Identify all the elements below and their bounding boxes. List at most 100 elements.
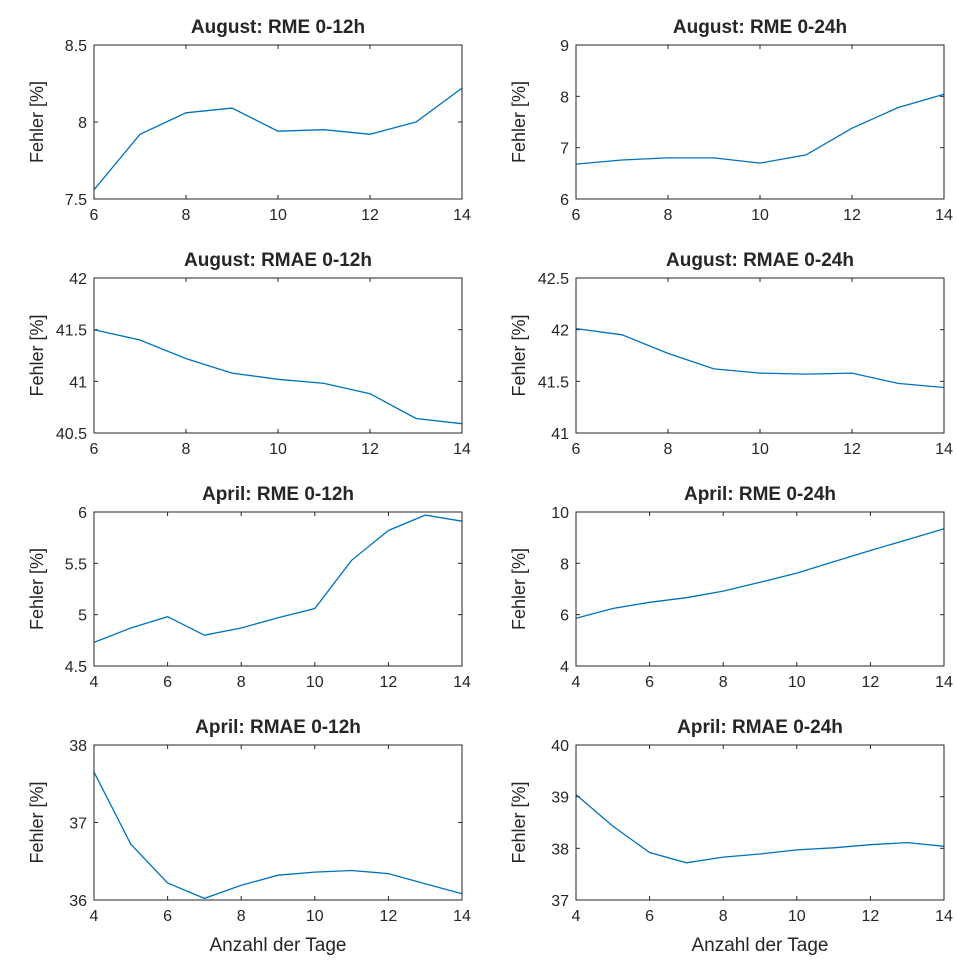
axes-frame [575, 744, 945, 901]
x-tick-label: 10 [269, 207, 287, 224]
x-tick-label: 10 [751, 441, 769, 458]
x-tick-label: 8 [237, 908, 246, 925]
axes-frame [93, 44, 463, 200]
x-tick-label: 6 [645, 674, 654, 691]
x-tick-label: 14 [935, 674, 953, 691]
x-tick-label: 12 [843, 441, 861, 458]
y-tick-label: 40 [551, 738, 569, 755]
x-tick-label: 10 [788, 674, 806, 691]
y-tick-label: 8 [560, 89, 569, 106]
x-tick-label: 10 [788, 908, 806, 925]
axes-frame [93, 744, 463, 901]
series-line [575, 327, 945, 389]
y-tick-label: 10 [551, 505, 569, 522]
series-line [575, 93, 945, 165]
x-axis-label: Anzahl der Tage [210, 935, 347, 956]
x-tick-label: 12 [361, 207, 379, 224]
subplot-4: August: RMAE 0-24h 6 8 10 12 14 41 41.5 42 42.5 Fe… [509, 250, 953, 458]
x-tick-label: 4 [572, 674, 581, 691]
x-tick-label: 14 [935, 908, 953, 925]
y-tick-label: 41.5 [56, 323, 87, 340]
x-tick-label: 12 [862, 674, 880, 691]
x-tick-label: 6 [572, 441, 581, 458]
y-axis-label: Fehler [%] [509, 81, 529, 163]
y-axis-label: Fehler [%] [509, 548, 529, 630]
y-tick-label: 41 [551, 426, 569, 443]
subplot-7: April: RMAE 0-12h 4 6 8 10 12 14 36 37 38 Fehler [… [27, 717, 471, 956]
y-tick-label: 41.5 [538, 374, 569, 391]
y-tick-label: 5 [78, 608, 87, 625]
x-tick-label: 8 [182, 441, 191, 458]
x-tick-label: 10 [269, 441, 287, 458]
x-tick-label: 8 [664, 441, 673, 458]
y-tick-label: 40.5 [56, 426, 87, 443]
chart-title: August: RMAE 0-24h [666, 250, 854, 271]
y-tick-label: 42 [69, 271, 87, 288]
chart-title: April: RME 0-12h [202, 484, 354, 505]
x-tick-label: 4 [572, 908, 581, 925]
y-tick-label: 7 [560, 141, 569, 158]
y-axis-label: Fehler [%] [27, 781, 47, 863]
x-tick-label: 8 [719, 674, 728, 691]
y-tick-label: 39 [551, 790, 569, 807]
x-tick-label: 6 [90, 441, 99, 458]
y-tick-label: 4 [560, 659, 569, 676]
x-tick-label: 14 [453, 207, 471, 224]
subplot-5: April: RME 0-12h 4 6 8 10 12 14 4.5 5 5.5 6 Fehler … [27, 484, 471, 691]
chart-title: August: RMAE 0-12h [184, 250, 372, 271]
x-tick-label: 12 [380, 908, 398, 925]
y-axis-label: Fehler [%] [27, 548, 47, 630]
x-tick-label: 6 [645, 908, 654, 925]
x-tick-label: 14 [453, 441, 471, 458]
x-tick-label: 6 [572, 207, 581, 224]
x-tick-label: 4 [90, 674, 99, 691]
x-tick-label: 10 [751, 207, 769, 224]
chart-title: April: RMAE 0-24h [677, 717, 843, 738]
x-tick-label: 10 [306, 908, 324, 925]
y-tick-label: 7.5 [65, 192, 87, 209]
subplot-1: August: RME 0-12h 6 8 10 12 14 7.5 8 8.5 Fehler [… [27, 17, 471, 224]
chart-title: April: RMAE 0-12h [195, 717, 361, 738]
x-tick-label: 14 [935, 441, 953, 458]
y-tick-label: 6 [78, 505, 87, 522]
y-tick-label: 38 [69, 738, 87, 755]
axes-frame [575, 44, 945, 200]
chart-title: April: RME 0-24h [684, 484, 836, 505]
series-line [575, 528, 945, 619]
y-tick-label: 6 [560, 192, 569, 209]
y-axis-label: Fehler [%] [509, 781, 529, 863]
series-line [93, 87, 463, 191]
subplot-8: April: RMAE 0-24h 4 6 8 10 12 14 37 38 39 40 Fehler… [509, 717, 953, 956]
x-tick-label: 6 [163, 674, 172, 691]
x-tick-label: 8 [182, 207, 191, 224]
chart-title: August: RME 0-24h [673, 17, 847, 38]
y-tick-label: 38 [551, 841, 569, 858]
y-tick-label: 8 [78, 115, 87, 132]
y-tick-label: 4.5 [65, 659, 87, 676]
subplot-6: April: RME 0-24h 4 6 8 10 12 14 4 6 8 10 Fehler [%] [509, 484, 953, 691]
y-tick-label: 41 [69, 374, 87, 391]
axes-frame [575, 511, 945, 667]
x-tick-label: 4 [90, 908, 99, 925]
x-tick-label: 8 [719, 908, 728, 925]
y-axis-label: Fehler [%] [509, 314, 529, 396]
y-tick-label: 42.5 [538, 271, 569, 288]
y-tick-label: 6 [560, 608, 569, 625]
y-tick-label: 8.5 [65, 38, 87, 55]
y-tick-label: 8 [560, 556, 569, 573]
x-tick-label: 14 [935, 207, 953, 224]
x-tick-label: 6 [163, 908, 172, 925]
x-tick-label: 12 [862, 908, 880, 925]
x-tick-label: 12 [380, 674, 398, 691]
series-line [93, 514, 463, 644]
series-line [93, 329, 463, 425]
subplot-2: August: RME 0-24h 6 8 10 12 14 6 7 8 9 Fehler [%] [509, 17, 953, 224]
x-tick-label: 14 [453, 908, 471, 925]
y-tick-label: 36 [69, 893, 87, 910]
x-tick-label: 8 [237, 674, 246, 691]
y-tick-label: 9 [560, 38, 569, 55]
axes-frame [93, 277, 463, 434]
y-axis-label: Fehler [%] [27, 81, 47, 163]
